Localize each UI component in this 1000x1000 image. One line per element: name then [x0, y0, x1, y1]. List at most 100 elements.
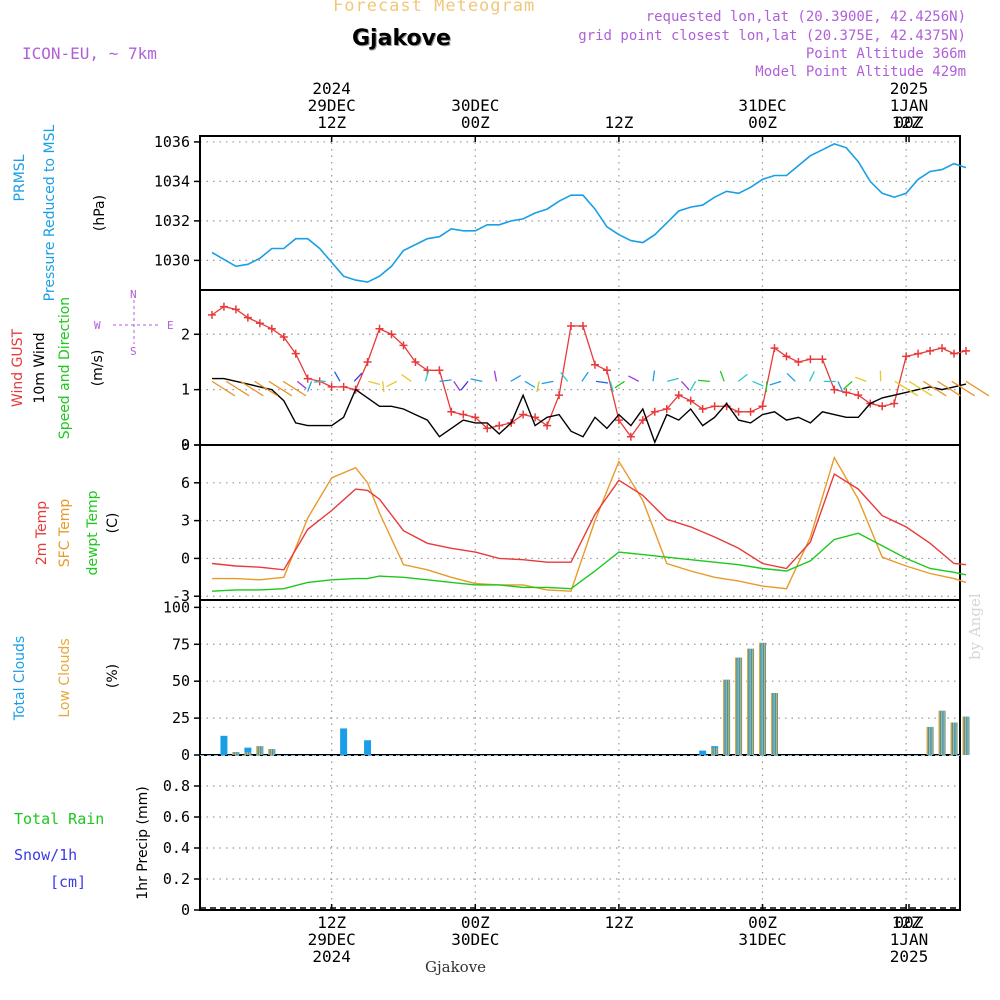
low-cloud-bar	[723, 679, 725, 755]
gust-marker	[950, 349, 959, 358]
t2m-line	[211, 472, 967, 571]
y-tick-label: 75	[172, 635, 190, 653]
y-tick-label: 100	[163, 598, 190, 616]
low-cloud-bar	[273, 749, 275, 755]
bottom-time-label: 00Z	[895, 913, 924, 932]
gust-marker	[363, 357, 372, 366]
wind-arrow	[965, 380, 990, 397]
gust-marker	[303, 374, 312, 383]
top-time-label: 12Z	[892, 113, 921, 132]
y-tick-label: 25	[172, 709, 190, 727]
point-altitude: Point Altitude 366m	[805, 46, 966, 62]
chart-title: Forecast Meteogram	[333, 0, 536, 16]
low-cloud-bar	[773, 693, 775, 755]
low-cloud-bar	[268, 749, 270, 755]
gust-marker	[339, 382, 348, 391]
wind-arrow	[313, 380, 326, 383]
bottom-time-label: 12Z	[604, 913, 633, 932]
gust-marker	[435, 366, 444, 375]
sfc-temp-line	[212, 455, 967, 592]
gust-marker	[447, 407, 456, 416]
gust-marker	[890, 399, 899, 408]
low-cloud-bar	[926, 726, 928, 755]
low-cloud-bar	[941, 710, 943, 755]
wind-arrow	[225, 380, 250, 397]
wind-arrow	[614, 380, 625, 389]
y-tick-label: 1030	[154, 251, 190, 269]
y-tick-label: 0	[181, 746, 190, 764]
wind-arrow	[843, 380, 853, 390]
footer-location: Gjakove	[425, 958, 487, 976]
bottom-time-label: 00Z	[748, 913, 777, 932]
low-cloud-bar	[931, 726, 933, 755]
low-cloud-bar	[244, 752, 246, 755]
low-cloud-bar	[764, 642, 766, 755]
wind-arrow	[296, 380, 307, 390]
gust-marker	[626, 432, 635, 441]
dewpt-line	[211, 532, 967, 592]
gust-marker	[686, 396, 695, 405]
total-cloud-bar	[340, 728, 348, 755]
bottom-time-label: 2024	[312, 947, 351, 966]
top-time-label: 2025	[890, 79, 929, 98]
low-cloud-bar	[962, 716, 964, 755]
top-time-label: 31DEC	[738, 96, 786, 115]
low-cloud-bar	[256, 746, 258, 755]
compass-cross	[113, 300, 158, 344]
wind-arrow	[908, 380, 933, 397]
wind-arrow	[307, 381, 313, 392]
snow-unit: [cm]	[50, 873, 87, 891]
gust-marker	[602, 366, 611, 375]
top-time-label: 00Z	[895, 113, 924, 132]
bottom-time-label: 29DEC	[308, 930, 356, 949]
total-cloud-bar	[244, 747, 252, 755]
gust-marker	[327, 382, 336, 391]
wind-arrow	[922, 380, 947, 397]
wind-arrow	[333, 371, 341, 382]
low-cloud-bar	[237, 752, 239, 755]
wind-arrow	[368, 380, 381, 386]
gust-marker	[231, 305, 240, 314]
low-cloud-bar	[728, 679, 730, 755]
gust-marker	[734, 407, 743, 416]
wind-arrow	[254, 380, 278, 397]
compass-w: W	[94, 319, 101, 332]
gust-marker	[411, 357, 420, 366]
wind-arrow	[737, 373, 748, 382]
y-tick-label: 50	[172, 672, 190, 690]
gust-marker	[938, 344, 947, 353]
location-title: Gjakove	[352, 26, 451, 51]
top-time-label: 2024	[312, 79, 351, 98]
low-cloud-bar	[752, 648, 754, 755]
low-cloud-bar	[261, 746, 263, 755]
wind-arrow	[769, 380, 782, 386]
top-time-label: 12Z	[604, 113, 633, 132]
gust-marker	[926, 346, 935, 355]
gust-marker	[878, 402, 887, 411]
y-tick-label: 9	[181, 436, 190, 454]
wind-arrow	[808, 371, 815, 382]
wind-arrow	[667, 377, 679, 382]
grid-point-coords: grid point closest lon,lat (20.375E, 42.…	[578, 28, 966, 44]
wind-arrow	[595, 380, 609, 384]
gust-marker	[638, 416, 647, 425]
low-cloud-bar	[929, 726, 931, 755]
low-cloud-bar	[749, 648, 751, 755]
model-label: ICON-EU, ~ 7km	[22, 44, 157, 63]
gust-marker	[961, 346, 970, 355]
low-cloud-bar	[258, 746, 261, 755]
low-cloud-bar	[943, 710, 945, 755]
low-cloud-bar	[716, 747, 718, 755]
wind-arrow	[470, 378, 483, 382]
bottom-time-label: 2025	[890, 947, 929, 966]
wind-arrow	[786, 372, 796, 382]
low-cloud-bar	[713, 747, 715, 755]
compass-e: E	[167, 319, 174, 332]
gust-marker	[207, 310, 216, 319]
low-cloud-bar	[747, 648, 749, 755]
top-time-label: 29DEC	[308, 96, 356, 115]
gust-marker	[483, 424, 492, 433]
wind-arrow	[680, 380, 690, 391]
y-tick-label: 0.2	[163, 870, 190, 888]
gust-line	[211, 305, 967, 438]
